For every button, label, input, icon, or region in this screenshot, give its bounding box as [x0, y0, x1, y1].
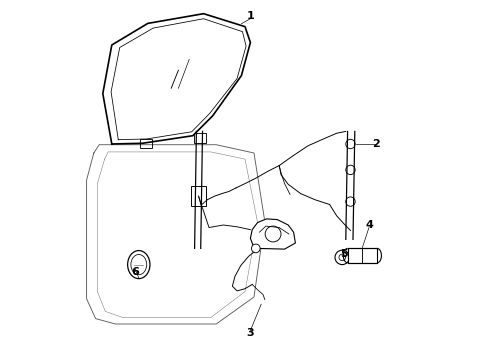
Ellipse shape — [127, 251, 150, 279]
Text: 5: 5 — [340, 249, 348, 259]
Bar — [347, 248, 377, 263]
Text: 3: 3 — [246, 328, 254, 338]
Circle shape — [346, 165, 355, 175]
Circle shape — [251, 244, 260, 253]
Text: 2: 2 — [372, 139, 380, 149]
Polygon shape — [250, 219, 295, 249]
Circle shape — [335, 250, 349, 265]
Circle shape — [346, 197, 355, 206]
Bar — [194, 133, 206, 143]
Text: 1: 1 — [246, 11, 254, 21]
Text: 4: 4 — [365, 220, 373, 230]
Bar — [140, 139, 152, 148]
Text: 6: 6 — [131, 267, 139, 277]
Bar — [191, 186, 206, 206]
Circle shape — [346, 139, 355, 149]
